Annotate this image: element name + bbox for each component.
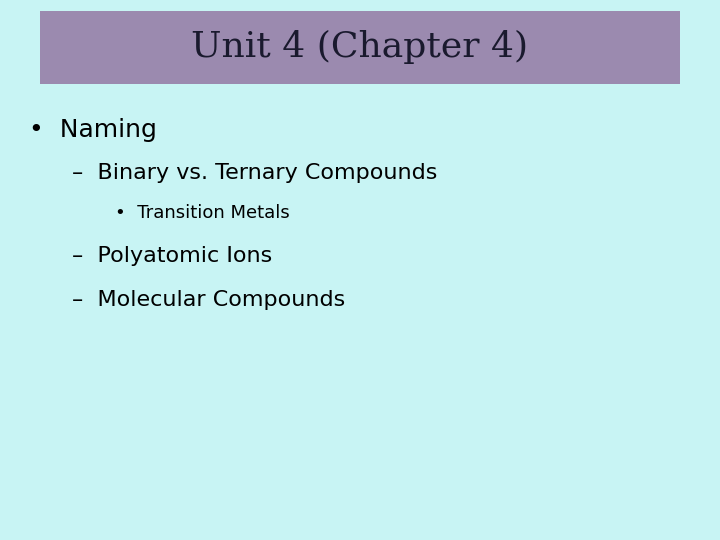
Text: •  Naming: • Naming <box>29 118 157 141</box>
Text: –  Binary vs. Ternary Compounds: – Binary vs. Ternary Compounds <box>72 163 437 183</box>
Text: –  Polyatomic Ions: – Polyatomic Ions <box>72 246 272 267</box>
Text: Unit 4 (Chapter 4): Unit 4 (Chapter 4) <box>192 30 528 64</box>
Text: •  Transition Metals: • Transition Metals <box>115 204 290 222</box>
Text: –  Molecular Compounds: – Molecular Compounds <box>72 289 346 310</box>
FancyBboxPatch shape <box>40 11 680 84</box>
